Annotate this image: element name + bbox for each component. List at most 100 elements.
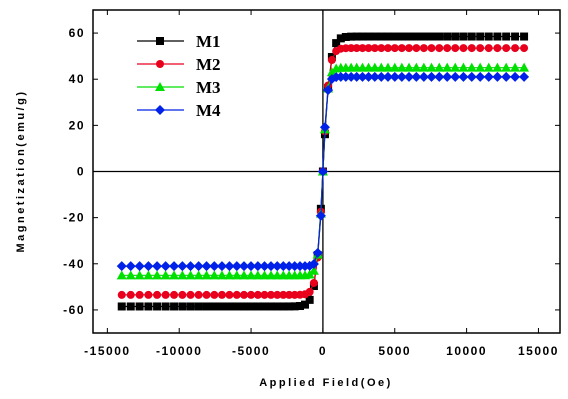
data-point bbox=[161, 302, 170, 311]
legend-marker bbox=[156, 37, 164, 45]
x-tick-label: -5000 bbox=[232, 344, 270, 358]
x-ticks: -15000 -10000 -5000 0 5000 10000 15000 bbox=[84, 10, 559, 358]
data-point bbox=[209, 261, 220, 272]
data-point bbox=[134, 270, 145, 280]
data-point bbox=[476, 44, 485, 53]
data-point bbox=[247, 290, 256, 299]
data-point bbox=[427, 32, 436, 41]
data-point bbox=[246, 261, 257, 272]
data-point bbox=[193, 261, 204, 272]
data-point bbox=[238, 261, 249, 272]
data-point bbox=[272, 261, 283, 272]
data-point bbox=[319, 122, 330, 133]
data-point bbox=[426, 62, 437, 72]
data-point bbox=[492, 62, 503, 72]
data-point bbox=[273, 302, 282, 311]
data-point bbox=[116, 261, 127, 272]
data-point bbox=[194, 290, 203, 299]
data-point bbox=[389, 62, 400, 72]
data-point bbox=[232, 302, 241, 311]
y-tick-label: 20 bbox=[69, 118, 85, 132]
data-point bbox=[209, 270, 220, 280]
data-point bbox=[467, 44, 476, 53]
data-point bbox=[239, 302, 248, 311]
data-point bbox=[382, 62, 393, 72]
data-point bbox=[370, 32, 379, 41]
data-point bbox=[451, 32, 460, 41]
x-tick-label: 15000 bbox=[518, 344, 559, 358]
data-point bbox=[224, 270, 235, 280]
data-point bbox=[186, 302, 195, 311]
data-point bbox=[260, 290, 269, 299]
data-point bbox=[363, 71, 374, 82]
data-point bbox=[352, 32, 361, 41]
data-point bbox=[135, 302, 144, 311]
data-point bbox=[170, 302, 179, 311]
data-point bbox=[143, 261, 154, 272]
data-point bbox=[284, 261, 295, 272]
data-point bbox=[411, 71, 422, 82]
data-point bbox=[117, 290, 126, 299]
data-point bbox=[351, 71, 362, 82]
data-point bbox=[382, 71, 393, 82]
y-tick-label: 60 bbox=[69, 26, 85, 40]
data-point bbox=[285, 290, 294, 299]
data-point bbox=[144, 302, 153, 311]
legend-label: M3 bbox=[196, 78, 221, 97]
data-point bbox=[435, 44, 444, 53]
data-point bbox=[475, 71, 486, 82]
data-point bbox=[273, 290, 282, 299]
legend-label: M1 bbox=[196, 32, 221, 51]
data-point bbox=[442, 62, 453, 72]
data-point bbox=[178, 290, 187, 299]
data-point bbox=[458, 71, 469, 82]
data-point bbox=[466, 62, 477, 72]
data-point bbox=[501, 71, 512, 82]
data-point bbox=[259, 270, 270, 280]
data-point bbox=[193, 270, 204, 280]
data-point bbox=[210, 302, 219, 311]
y-axis-title: Magnetization(emu/g) bbox=[15, 89, 27, 252]
data-point bbox=[369, 62, 380, 72]
data-point bbox=[364, 44, 373, 53]
data-point bbox=[266, 290, 275, 299]
data-point bbox=[340, 71, 351, 82]
data-point bbox=[377, 44, 386, 53]
data-point bbox=[383, 44, 392, 53]
data-point bbox=[484, 32, 493, 41]
data-point bbox=[134, 261, 145, 272]
data-point bbox=[153, 290, 162, 299]
data-point bbox=[492, 71, 503, 82]
data-point bbox=[125, 261, 136, 272]
data-point bbox=[117, 302, 126, 311]
data-point bbox=[434, 71, 445, 82]
data-point bbox=[493, 44, 502, 53]
data-point bbox=[511, 32, 520, 41]
data-point bbox=[135, 290, 144, 299]
data-point bbox=[225, 302, 234, 311]
data-point bbox=[170, 290, 179, 299]
data-point bbox=[341, 32, 350, 41]
data-point bbox=[247, 302, 256, 311]
data-point bbox=[397, 32, 406, 41]
data-point bbox=[202, 302, 211, 311]
data-point bbox=[315, 210, 326, 221]
data-point bbox=[493, 32, 502, 41]
series-M4 bbox=[116, 71, 530, 272]
data-point bbox=[370, 44, 379, 53]
data-point bbox=[352, 44, 361, 53]
data-point bbox=[483, 62, 494, 72]
data-point bbox=[153, 302, 162, 311]
data-point bbox=[358, 32, 367, 41]
y-tick-label: -20 bbox=[63, 211, 85, 225]
data-point bbox=[169, 270, 180, 280]
data-point bbox=[216, 270, 227, 280]
data-point bbox=[418, 71, 429, 82]
data-point bbox=[194, 302, 203, 311]
data-point bbox=[419, 32, 428, 41]
data-point bbox=[231, 261, 242, 272]
data-point bbox=[296, 302, 305, 311]
data-point bbox=[483, 71, 494, 82]
data-point bbox=[412, 44, 421, 53]
